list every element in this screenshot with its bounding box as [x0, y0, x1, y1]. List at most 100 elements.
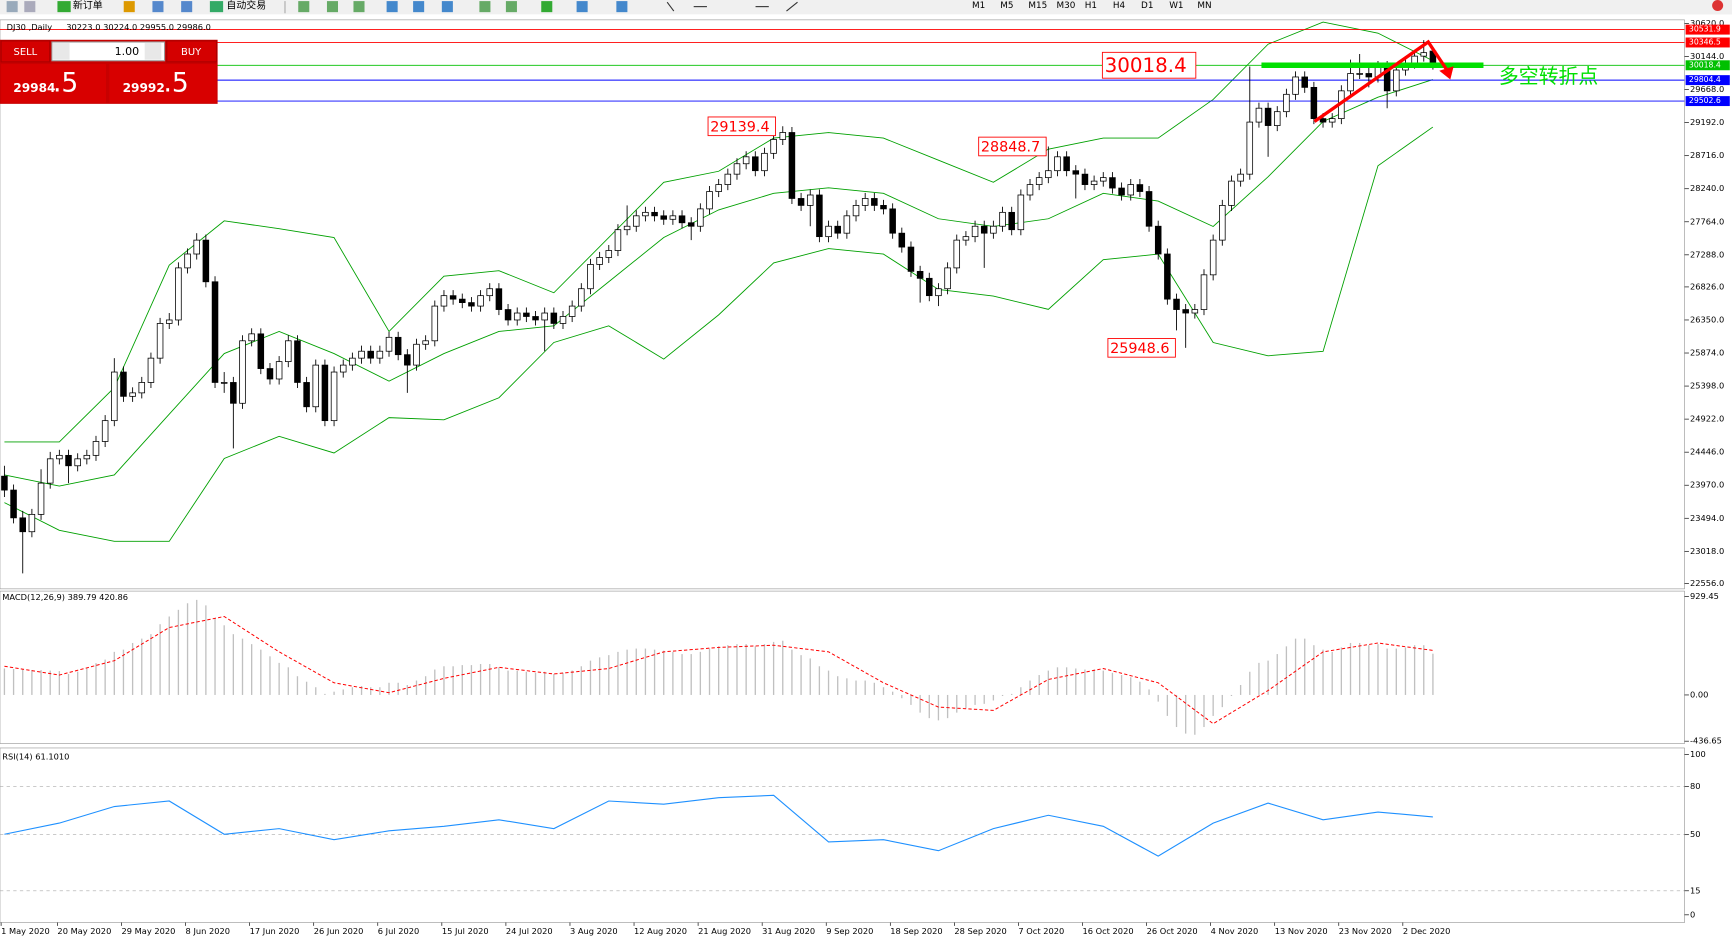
macd-panel [0, 590, 1685, 744]
macd-signal [4, 615, 1433, 725]
candle-body [1145, 191, 1153, 227]
buy-price-box[interactable] [109, 64, 217, 103]
level-tag [1685, 24, 1730, 35]
candle-body [1035, 177, 1043, 185]
candle-body [1393, 69, 1400, 92]
timeframe[interactable]: D1 [1141, 1, 1153, 11]
tool-icon[interactable] [24, 1, 36, 13]
candle-body [1319, 118, 1327, 123]
candle-body [294, 340, 301, 383]
sell-button[interactable] [0, 40, 51, 63]
y-tick-label: 0 [1690, 909, 1695, 919]
price-label-box [707, 116, 776, 137]
candle-body [550, 312, 558, 324]
candle-body [971, 225, 979, 238]
candle-body [404, 354, 411, 366]
tool-icon[interactable] [541, 1, 553, 13]
candle-body [1, 475, 8, 491]
tool-icon[interactable] [298, 1, 310, 13]
annotation: 多空转折点 [1499, 65, 1598, 88]
buy-label[interactable]: BUY [181, 47, 202, 58]
candle-body [1191, 309, 1199, 314]
overlays: 30531.9 30346.5 30018.4 29804.4 29502.6 29139… [707, 24, 1730, 358]
timeframe[interactable]: M5 [1000, 1, 1013, 11]
candle-body [285, 340, 292, 363]
timeframes: M1 M5 M15 M30 H1 H4 D1 W1 MN [972, 1, 1212, 11]
arrow-drawing [1313, 39, 1452, 123]
y-tick-label: 0.00 [1690, 689, 1708, 699]
tool-icon[interactable] [479, 1, 491, 13]
candle-body [871, 198, 878, 206]
candle-body [147, 357, 155, 383]
candle-body [65, 454, 72, 467]
candle-body [376, 350, 384, 359]
tool-icon[interactable] [386, 1, 398, 13]
x-tick-label: 26 Oct 2020 [1147, 926, 1198, 936]
cursor-tool[interactable] [666, 1, 675, 12]
new-order-icon[interactable] [57, 1, 71, 13]
tool-icon[interactable] [441, 1, 453, 13]
timeframe[interactable]: M15 [1028, 1, 1047, 11]
band-upper [4, 21, 1434, 443]
candle-body [1283, 93, 1290, 113]
x-tick-label: 31 Aug 2020 [762, 926, 815, 936]
y-tick-label: 27288.0 [1690, 249, 1724, 259]
candle-body [303, 382, 310, 408]
volume-down[interactable] [53, 43, 70, 60]
candle-body [193, 239, 200, 255]
buy-button[interactable] [166, 40, 218, 63]
trend-tool[interactable] [786, 1, 798, 12]
sell-price: 29984 [13, 81, 55, 95]
candle-body [1017, 194, 1025, 231]
tool-icon[interactable] [413, 1, 425, 13]
auto-trade[interactable]: 自动交易 [226, 0, 266, 12]
tool-icon[interactable] [123, 1, 135, 13]
tool-icon[interactable] [505, 1, 517, 13]
x-tick-label: 4 Nov 2020 [1211, 926, 1259, 936]
tool-icon[interactable] [6, 1, 18, 13]
timeframe[interactable]: M30 [1057, 1, 1076, 11]
candle-body [523, 312, 530, 317]
volume[interactable]: 1.00 [115, 45, 140, 58]
x-tick-label: 16 Oct 2020 [1083, 926, 1134, 936]
tool-icon[interactable] [181, 1, 193, 13]
candle-body [1090, 180, 1098, 185]
candle-body [907, 246, 915, 272]
candle-body [101, 420, 109, 442]
sell-pip: .5 [53, 67, 78, 98]
macd-title: MACD(12,26,9) 389.79 420.86 [2, 592, 128, 602]
tool-icon[interactable] [353, 1, 365, 13]
sell-price-box[interactable] [1, 64, 107, 103]
auto-trade-icon[interactable] [209, 1, 224, 13]
timeframe[interactable]: W1 [1169, 1, 1183, 11]
sell-label[interactable]: SELL [14, 47, 38, 58]
candle-body [797, 198, 805, 206]
volume-up[interactable] [144, 43, 162, 60]
candle-body [129, 392, 136, 397]
candle-body [999, 211, 1006, 227]
volume-field[interactable] [51, 41, 166, 62]
x-tick-label: 17 Jun 2020 [250, 926, 300, 936]
candle-body [578, 288, 585, 307]
timeframe[interactable]: M1 [972, 1, 985, 11]
tool-icon[interactable] [326, 1, 339, 13]
candle-body [852, 205, 860, 217]
timeframe[interactable]: H1 [1085, 1, 1097, 11]
level-tag-label: 29804.4 [1689, 75, 1721, 84]
candle-body [1054, 156, 1061, 172]
y-tick-label: 25398.0 [1690, 381, 1724, 391]
candle-body [211, 281, 219, 383]
candle-body [1072, 170, 1080, 175]
tool-icon[interactable] [576, 1, 588, 13]
alert-icon[interactable] [1712, 0, 1724, 12]
tool-icon[interactable] [616, 1, 628, 13]
candle-body [1356, 73, 1363, 75]
timeframe[interactable]: H4 [1113, 1, 1126, 11]
new-order[interactable]: 新订单 [73, 0, 103, 12]
tool-icon[interactable] [152, 1, 164, 13]
candle-body [1118, 187, 1125, 196]
timeframe[interactable]: MN [1197, 1, 1211, 11]
candle-body [202, 239, 210, 283]
candle-body [1411, 55, 1418, 64]
